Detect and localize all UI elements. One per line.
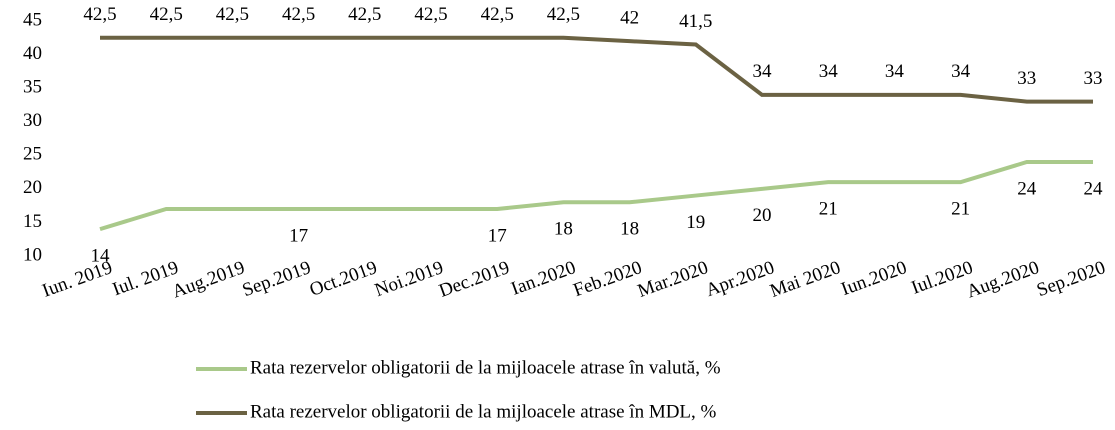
legend-label: Rata rezervelor obligatorii de la mijloa…: [250, 401, 717, 422]
data-label: 42,5: [547, 4, 580, 25]
y-tick-label: 40: [23, 43, 42, 64]
y-tick-label: 30: [23, 110, 42, 131]
x-tick-label: Oct.2019: [307, 257, 380, 301]
data-label: 24: [1017, 178, 1037, 199]
x-tick-label: Mar.2020: [635, 257, 711, 302]
data-label: 18: [620, 219, 639, 240]
series-line: [100, 35, 1093, 104]
x-tick-label: Apr.2020: [703, 257, 777, 301]
data-label: 33: [1017, 68, 1036, 89]
data-label: 34: [819, 61, 839, 82]
x-tick-label: Aug.2019: [169, 257, 247, 303]
x-tick-label: Mai 2020: [767, 257, 843, 302]
data-label: 42,5: [282, 4, 315, 25]
x-tick-label: Noi.2019: [372, 257, 446, 301]
data-label: 18: [554, 219, 573, 240]
data-label: 20: [753, 205, 772, 226]
data-label: 42,5: [150, 4, 183, 25]
y-tick-label: 15: [23, 211, 42, 232]
data-label: 42,5: [414, 4, 447, 25]
data-label: 42: [620, 8, 639, 29]
x-tick-label: Ian.2020: [508, 257, 578, 300]
y-tick-label: 45: [23, 9, 42, 30]
y-tick-label: 20: [23, 177, 42, 198]
y-tick-label: 25: [23, 144, 42, 165]
data-label: 19: [686, 212, 705, 233]
legend-label: Rata rezervelor obligatorii de la mijloa…: [250, 357, 721, 378]
x-tick-label: Sep.2019: [240, 257, 314, 301]
data-label: 41,5: [679, 11, 712, 32]
data-label: 42,5: [348, 4, 381, 25]
x-tick-label: Feb.2020: [571, 257, 645, 301]
data-label: 17: [289, 225, 308, 246]
data-label: 42,5: [83, 4, 116, 25]
x-tick-label: Iun.2020: [838, 257, 909, 300]
data-label: 21: [951, 199, 970, 220]
series-line: [99, 160, 1093, 232]
x-tick-label: Sep.2020: [1034, 257, 1108, 301]
data-label: 14: [91, 246, 111, 267]
data-label: 34: [951, 61, 971, 82]
data-label: 34: [885, 61, 905, 82]
x-tick-label: Iul. 2019: [110, 257, 182, 300]
x-tick-label: Aug.2020: [964, 257, 1042, 303]
data-label: 34: [753, 61, 773, 82]
x-tick-label: Iul.2020: [909, 257, 976, 299]
y-tick-label: 35: [23, 77, 42, 98]
x-tick-label: Dec.2019: [436, 257, 512, 302]
y-tick-label: 10: [23, 244, 42, 265]
data-label: 21: [819, 199, 838, 220]
data-label: 17: [488, 225, 507, 246]
data-label: 24: [1084, 178, 1104, 199]
data-label: 33: [1084, 68, 1103, 89]
data-label: 42,5: [481, 4, 514, 25]
data-label: 42,5: [216, 4, 249, 25]
